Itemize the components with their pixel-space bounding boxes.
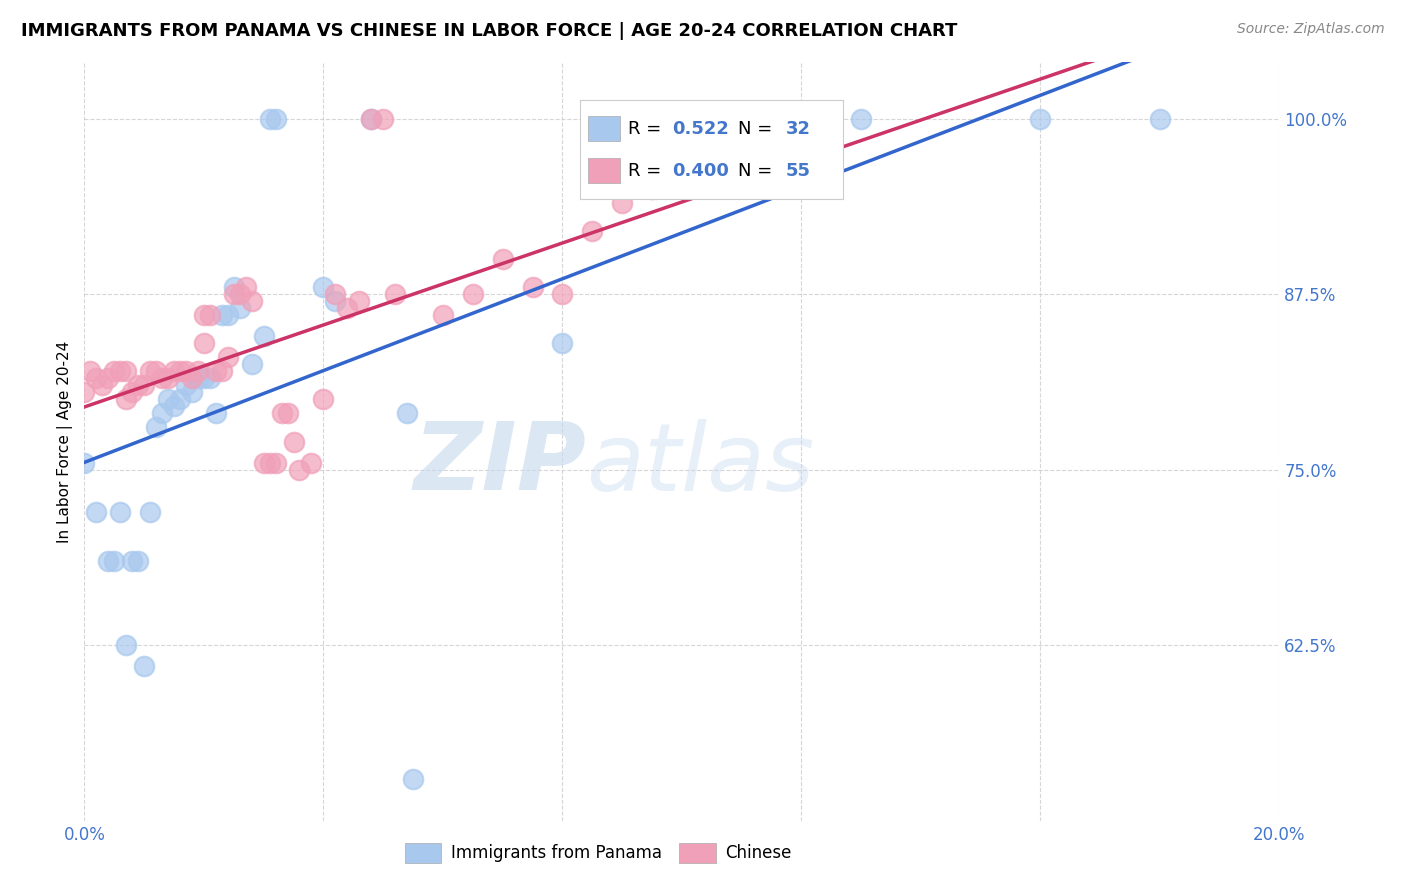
Point (73, 456, 96, 470)
Point (277, 407, 299, 421)
Point (110, 505, 132, 519)
Point (259, 112, 281, 126)
Point (349, 294, 371, 309)
Point (97, 371, 120, 385)
Point (163, 364, 186, 378)
Point (139, 505, 162, 519)
Point (193, 371, 215, 385)
Point (198, 308, 221, 322)
Point (551, 287, 574, 301)
Point (115, 392, 138, 407)
Point (551, 336, 574, 351)
Point (193, 308, 215, 322)
Point (132, 659, 156, 673)
Point (187, 371, 209, 385)
Point (671, 112, 693, 126)
Point (181, 385, 204, 400)
Point (174, 364, 197, 378)
Point (1029, 112, 1052, 126)
Point (288, 462, 311, 476)
Point (492, 252, 515, 266)
Point (432, 308, 454, 322)
Point (581, 224, 603, 238)
Point (301, 456, 323, 470)
Point (205, 364, 228, 378)
Point (115, 364, 138, 378)
Point (115, 638, 138, 652)
Point (211, 364, 233, 378)
Point (312, 280, 335, 294)
Point (396, 407, 419, 421)
Point (641, 182, 664, 196)
Point (336, 301, 359, 315)
Point (253, 329, 276, 343)
Point (181, 371, 204, 385)
Y-axis label: In Labor Force | Age 20-24: In Labor Force | Age 20-24 (58, 341, 73, 542)
Point (384, 287, 406, 301)
Point (121, 554, 143, 568)
Point (228, 301, 252, 315)
Point (851, 112, 873, 126)
Point (97, 554, 120, 568)
Point (169, 392, 191, 407)
Point (522, 280, 544, 294)
Point (103, 364, 125, 378)
Point (121, 385, 143, 400)
Point (139, 364, 162, 378)
Point (150, 407, 173, 421)
Point (373, 112, 395, 126)
Point (312, 392, 335, 407)
Point (228, 287, 252, 301)
Text: ZIP: ZIP (413, 418, 586, 510)
Point (163, 400, 186, 414)
Point (193, 336, 215, 351)
Point (264, 112, 287, 126)
Point (132, 378, 156, 392)
Point (270, 407, 292, 421)
Point (325, 294, 347, 309)
Point (461, 287, 484, 301)
Point (253, 456, 276, 470)
Point (360, 112, 382, 126)
Point (612, 195, 634, 210)
Legend: Immigrants from Panama, Chinese: Immigrants from Panama, Chinese (398, 837, 799, 869)
Point (86, 505, 108, 519)
Text: IMMIGRANTS FROM PANAMA VS CHINESE IN LABOR FORCE | AGE 20-24 CORRELATION CHART: IMMIGRANTS FROM PANAMA VS CHINESE IN LAB… (21, 22, 957, 40)
Point (91, 378, 114, 392)
Point (259, 456, 281, 470)
Point (402, 772, 425, 786)
Point (103, 554, 125, 568)
Point (198, 371, 221, 385)
Point (1149, 112, 1171, 126)
Point (325, 287, 347, 301)
Point (174, 378, 197, 392)
Point (211, 308, 233, 322)
Point (73, 385, 96, 400)
Point (360, 112, 382, 126)
Point (222, 287, 245, 301)
Text: atlas: atlas (586, 418, 814, 510)
Point (205, 407, 228, 421)
Point (264, 456, 287, 470)
Point (240, 357, 263, 371)
Point (145, 420, 167, 434)
Point (127, 378, 149, 392)
Point (157, 392, 180, 407)
Point (187, 364, 209, 378)
Point (157, 371, 180, 385)
Point (145, 364, 167, 378)
Point (79, 364, 101, 378)
Point (235, 280, 257, 294)
Point (217, 351, 239, 365)
Point (222, 280, 245, 294)
Point (127, 554, 149, 568)
Point (283, 434, 305, 449)
Text: Source: ZipAtlas.com: Source: ZipAtlas.com (1237, 22, 1385, 37)
Point (217, 308, 239, 322)
Point (86, 371, 108, 385)
Point (240, 294, 263, 309)
Point (110, 364, 132, 378)
Point (169, 364, 191, 378)
Point (150, 371, 173, 385)
